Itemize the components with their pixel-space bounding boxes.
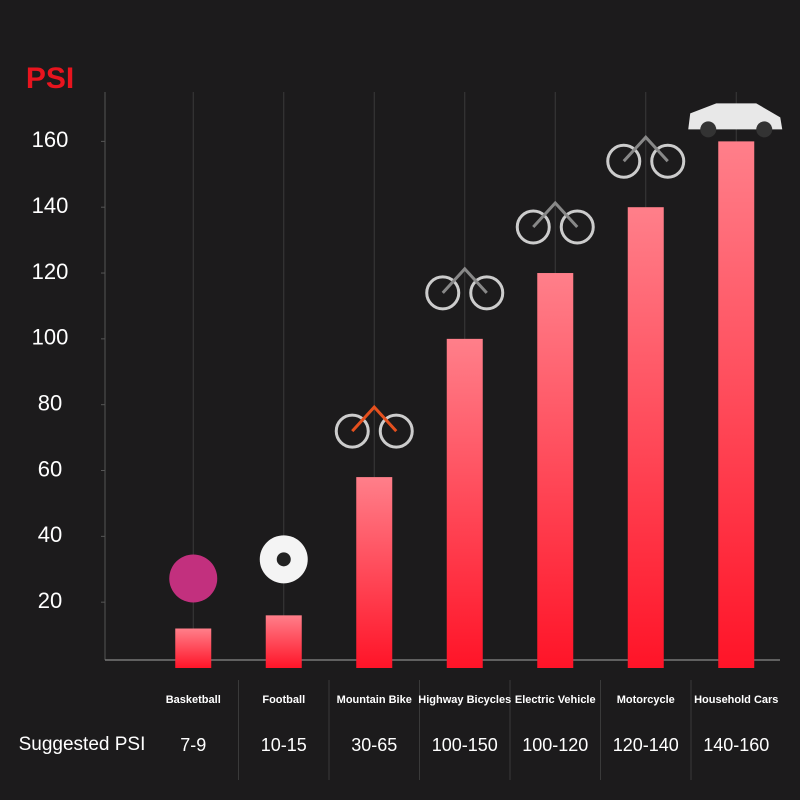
x-tick-label: Mountain Bike: [337, 694, 412, 706]
bar: [718, 141, 755, 668]
x-tick-label: Basketball: [166, 694, 221, 706]
icon: [700, 121, 717, 138]
bar: [175, 628, 212, 668]
y-tick-label: 80: [38, 390, 62, 415]
icon: [606, 143, 642, 179]
bar: [627, 207, 664, 668]
icon: [378, 413, 414, 449]
x-tick-label: Football: [262, 694, 305, 706]
icon: [756, 121, 773, 138]
icon: [622, 134, 669, 163]
row-label: Suggested PSI: [19, 734, 146, 755]
icon: [425, 275, 461, 311]
icon: [334, 413, 370, 449]
icon: [650, 143, 686, 179]
y-axis-title: PSI: [26, 62, 74, 95]
x-tick-label: Highway Bicycles: [418, 694, 511, 706]
icon: [469, 275, 505, 311]
psi-range: 100-150: [432, 735, 498, 755]
x-tick-label: Household Cars: [694, 694, 778, 706]
y-tick-label: 100: [32, 325, 69, 350]
y-tick-label: 40: [38, 522, 62, 547]
x-tick-label: Electric Vehicle: [515, 694, 596, 706]
icon: [559, 209, 595, 245]
icon: [515, 209, 551, 245]
psi-range: 30-65: [351, 735, 397, 755]
x-tick-label: Motorcycle: [617, 694, 675, 706]
y-tick-label: 160: [32, 127, 69, 152]
icon: [441, 266, 488, 294]
psi-range: 100-120: [522, 735, 588, 755]
icon: [169, 554, 218, 603]
psi-range: 140-160: [703, 735, 769, 755]
y-tick-label: 140: [32, 193, 69, 218]
icon: [276, 552, 291, 567]
bar: [537, 273, 574, 668]
psi-range: 120-140: [613, 735, 679, 755]
psi-range: 7-9: [180, 735, 206, 755]
bar: [446, 338, 483, 668]
bar: [265, 615, 302, 668]
bar: [356, 477, 393, 668]
y-tick-label: 120: [32, 259, 69, 284]
y-tick-label: 20: [38, 588, 62, 613]
psi-range: 10-15: [261, 735, 307, 755]
y-tick-label: 60: [38, 456, 62, 481]
icon: [351, 404, 398, 433]
icon: [532, 200, 579, 229]
